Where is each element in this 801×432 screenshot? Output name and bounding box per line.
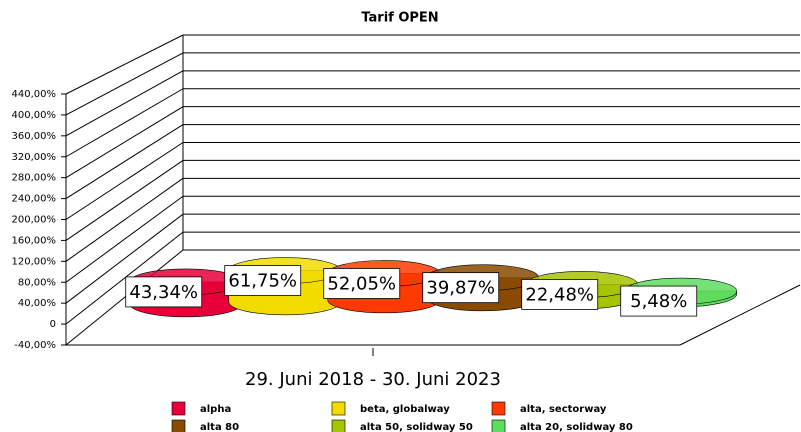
legend-swatch xyxy=(331,401,346,416)
legend-label: alta 80 xyxy=(200,422,239,432)
label-box xyxy=(620,285,698,317)
x-tick-label: 29. Juni 2018 - 30. Juni 2023 xyxy=(245,369,501,390)
chart-title: Tarif OPEN xyxy=(361,11,438,26)
legend-swatch xyxy=(171,401,186,416)
grid-line xyxy=(65,177,184,262)
data-label: 5,48% xyxy=(630,291,687,312)
label-box xyxy=(422,272,500,304)
grid-line xyxy=(65,106,184,179)
label-box xyxy=(224,265,302,296)
legend-swatch xyxy=(491,401,506,416)
label-box xyxy=(125,276,203,308)
legend-label: alta 50, solidway 50 xyxy=(360,422,473,432)
y-tick-label: 440,00% xyxy=(12,89,57,100)
grid-line xyxy=(65,195,184,283)
label-box xyxy=(521,279,599,310)
legend-swatch xyxy=(331,419,346,432)
y-tick-label: -40,00% xyxy=(14,340,56,351)
legend-swatch xyxy=(491,419,506,432)
y-tick-label: 120,00% xyxy=(12,256,57,267)
grid-line xyxy=(65,213,184,304)
grid-line xyxy=(65,70,184,137)
legend-label: alta 20, solidway 80 xyxy=(520,422,633,432)
legend-label: beta, globalway xyxy=(360,404,450,415)
y-tick-label: 200,00% xyxy=(12,215,57,226)
y-tick-label: 0 xyxy=(50,319,56,330)
grid-line xyxy=(65,160,184,241)
y-tick-label: 320,00% xyxy=(12,152,57,163)
y-tick-label: 400,00% xyxy=(12,110,57,121)
y-tick-label: 160,00% xyxy=(12,235,57,246)
data-label: 39,87% xyxy=(426,278,495,299)
grid-line xyxy=(65,52,184,116)
grid-line xyxy=(65,34,184,95)
grid-line xyxy=(65,231,184,325)
y-tick-label: 280,00% xyxy=(12,173,57,184)
grid-line xyxy=(65,249,184,346)
data-label: 52,05% xyxy=(327,273,396,294)
y-tick-label: 360,00% xyxy=(12,131,57,142)
legend-label: alta, sectorway xyxy=(520,404,607,415)
grid-line xyxy=(65,124,184,200)
y-tick-label: 240,00% xyxy=(12,194,57,205)
wall-edge xyxy=(679,284,801,346)
label-box xyxy=(323,268,401,299)
data-label: 22,48% xyxy=(525,284,594,305)
legend-swatch xyxy=(171,419,186,432)
y-tick-label: 40,00% xyxy=(18,298,56,309)
data-label: 43,34% xyxy=(129,282,198,303)
grid-line xyxy=(65,88,184,158)
y-tick-label: 80,00% xyxy=(18,277,56,288)
grid-line xyxy=(65,142,184,220)
data-label: 61,75% xyxy=(228,271,297,292)
legend-label: alpha xyxy=(200,404,231,415)
